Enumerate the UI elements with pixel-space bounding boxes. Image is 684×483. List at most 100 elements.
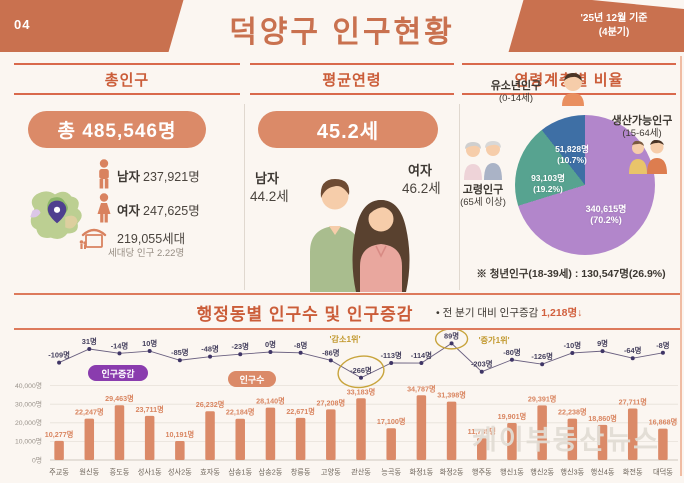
avg-age-female-value: 46.2세 bbox=[402, 181, 441, 196]
change-line-point bbox=[570, 350, 575, 355]
district-x-label: 삼송1동 bbox=[228, 468, 252, 477]
population-bar bbox=[446, 401, 457, 460]
change-value-label: -8명 bbox=[294, 341, 308, 350]
bar-value-label: 28,140명 bbox=[256, 397, 285, 406]
bar-value-label: 22,671명 bbox=[286, 407, 315, 416]
change-value-label: 31명 bbox=[82, 337, 97, 346]
change-value-label: -109명 bbox=[48, 351, 70, 360]
change-value-label: -203명 bbox=[471, 360, 493, 369]
decrease-annotation-label: '감소1위' bbox=[329, 334, 360, 344]
bar-value-label: 33,183명 bbox=[347, 387, 376, 396]
district-x-label: 고양동 bbox=[321, 468, 341, 477]
female-label: 여자 bbox=[117, 204, 141, 218]
change-line-point bbox=[660, 350, 665, 355]
couple-illustration bbox=[310, 179, 410, 292]
page-number: 04 bbox=[14, 17, 31, 32]
working-category-label: 생산가능인구 (15-64세) bbox=[600, 115, 684, 140]
male-value: 237,921명 bbox=[143, 170, 200, 184]
legend-population: 인구수 bbox=[228, 371, 276, 387]
change-line-point bbox=[57, 360, 62, 365]
age-structure-pie-chart bbox=[515, 115, 655, 255]
change-value-label: 0명 bbox=[265, 340, 276, 349]
bar-value-label: 22,238명 bbox=[558, 408, 587, 417]
change-line-point bbox=[328, 358, 333, 363]
change-value-label: -266명 bbox=[350, 366, 372, 375]
child-icon bbox=[562, 73, 584, 106]
change-line-point bbox=[389, 360, 394, 365]
male-population-row: 남자 237,921명 bbox=[117, 166, 200, 185]
increase-annotation-circle bbox=[434, 330, 469, 350]
change-value-label: 89명 bbox=[444, 331, 459, 340]
population-bar bbox=[356, 398, 366, 460]
population-bar bbox=[295, 417, 306, 460]
population-bar bbox=[54, 440, 64, 460]
district-x-label: 원신동 bbox=[79, 468, 99, 477]
avg-age-female-label: 여자 bbox=[408, 163, 432, 178]
bar-value-label: 29,391명 bbox=[528, 394, 557, 403]
total-population-badge: 총 485,546명 bbox=[28, 111, 206, 148]
bar-value-label: 10,277명 bbox=[45, 430, 74, 439]
note-text: 전 분기 대비 인구증감 bbox=[442, 307, 542, 319]
average-age-badge: 45.2세 bbox=[258, 111, 438, 148]
bar-value-label: 27,208명 bbox=[317, 398, 346, 407]
youth-population-note: ※ 청년인구(18-39세) : 130,547명(26.9%) bbox=[476, 268, 666, 280]
district-x-label: 대덕동 bbox=[653, 468, 673, 477]
district-x-label: 행주동 bbox=[472, 468, 492, 477]
change-line-point bbox=[117, 351, 122, 356]
change-line-point bbox=[208, 354, 213, 359]
change-line-point bbox=[600, 349, 605, 354]
change-value-label: -14명 bbox=[111, 341, 129, 350]
bar-value-label: 31,398명 bbox=[437, 391, 466, 400]
bar-value-label: 22,184명 bbox=[226, 408, 255, 417]
district-x-label: 행신2동 bbox=[530, 468, 554, 477]
population-bar bbox=[265, 407, 276, 460]
change-value-label: -64명 bbox=[624, 346, 642, 355]
population-bar bbox=[326, 409, 336, 460]
y-axis-tick: 0명 bbox=[32, 455, 42, 464]
y-axis-tick: 40,000명 bbox=[15, 381, 42, 390]
change-value-label: 9명 bbox=[597, 339, 608, 348]
district-x-label: 화정1동 bbox=[409, 468, 433, 477]
district-x-label: 관산동 bbox=[351, 468, 371, 477]
change-line-point bbox=[540, 362, 545, 367]
female-value: 247,625명 bbox=[143, 204, 200, 218]
section-title-average-age: 평균연령 bbox=[250, 63, 454, 95]
section-title-total-population: 총인구 bbox=[14, 63, 240, 95]
map-region-purple bbox=[30, 209, 41, 218]
increase-annotation-label: '증가1위' bbox=[479, 335, 510, 345]
change-value-label: -48명 bbox=[201, 345, 219, 354]
district-x-label: 행신4동 bbox=[591, 468, 615, 477]
elderly-couple-icon bbox=[464, 141, 502, 180]
change-value-label: -126명 bbox=[531, 352, 553, 361]
district-map-illustration bbox=[30, 191, 82, 239]
district-chart-title: 행정동별 인구수 및 인구증감 bbox=[196, 305, 414, 324]
population-bar bbox=[597, 424, 608, 460]
population-bar bbox=[114, 405, 125, 460]
population-bar bbox=[205, 411, 215, 460]
change-value-label: -85명 bbox=[171, 348, 189, 357]
bar-value-label: 10,191명 bbox=[166, 430, 195, 439]
female-population-row: 여자 247,625명 bbox=[117, 200, 200, 219]
district-x-label: 성사1동 bbox=[138, 468, 162, 477]
map-region-tan bbox=[65, 215, 78, 229]
y-axis-tick: 30,000명 bbox=[15, 400, 42, 409]
decrease-annotation-circle bbox=[337, 355, 385, 389]
youth-pct: (10.7%) bbox=[557, 154, 587, 165]
pie-label-working: 340,615명 (70.2%) bbox=[573, 204, 639, 227]
working-range: (15-64세) bbox=[622, 128, 662, 140]
district-x-label: 창릉동 bbox=[291, 468, 311, 477]
youth-range: (0-14세) bbox=[498, 93, 534, 105]
district-x-label: 행신1동 bbox=[500, 468, 524, 477]
working-pct: (70.2%) bbox=[590, 215, 622, 226]
population-bar bbox=[144, 415, 155, 460]
population-bar bbox=[416, 395, 427, 460]
youth-category-label: 유소년인구 (0-14세) bbox=[474, 80, 558, 105]
report-date-line1: '25년 12월 기준 bbox=[580, 13, 648, 24]
working-count: 340,615명 bbox=[585, 204, 627, 214]
note-change-value: 1,218명↓ bbox=[541, 307, 583, 319]
district-x-label: 능곡동 bbox=[381, 468, 401, 477]
change-line-point bbox=[238, 352, 243, 357]
district-x-label: 행신3동 bbox=[560, 468, 584, 477]
bar-value-label: 11,785명 bbox=[468, 427, 496, 436]
district-x-label: 성사2동 bbox=[168, 468, 192, 477]
